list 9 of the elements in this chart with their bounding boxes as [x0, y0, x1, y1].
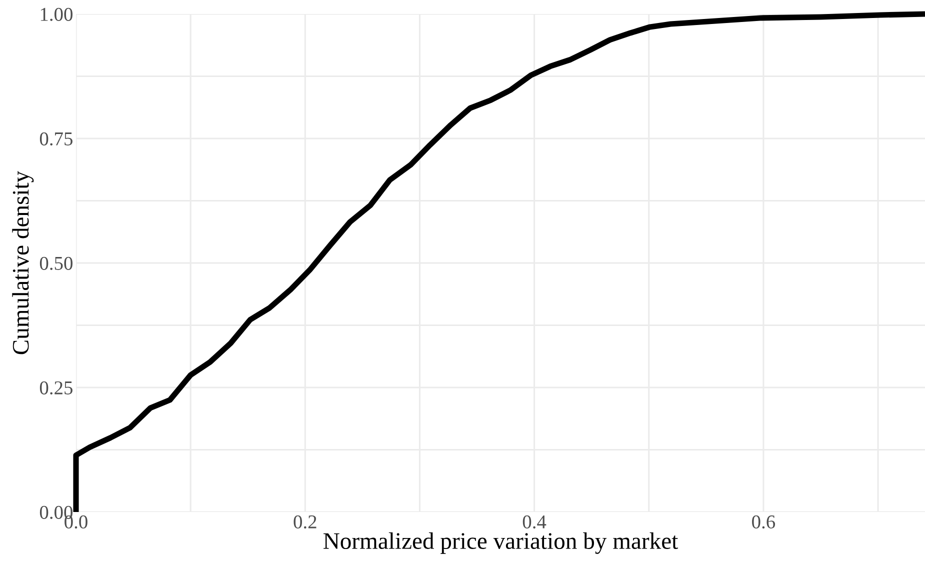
y-tick-label: 0.50 [40, 256, 72, 270]
x-axis-title: Normalized price variation by market [324, 532, 678, 554]
y-axis-title: Cumulative density [12, 170, 34, 354]
x-tick-label: 0.4 [522, 515, 546, 529]
y-tick-label: 1.00 [40, 8, 72, 22]
y-tick-label: 0.25 [40, 381, 72, 395]
x-tick-label: 0.2 [294, 515, 316, 529]
x-tick-label: 0.6 [752, 515, 776, 529]
y-tick-label: 0.75 [40, 132, 72, 146]
